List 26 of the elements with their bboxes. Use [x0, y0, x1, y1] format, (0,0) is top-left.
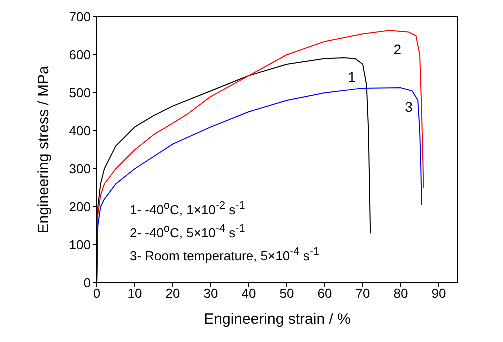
x-tick-label: 10: [128, 286, 142, 302]
x-tick-label: 50: [280, 286, 294, 302]
x-tick-label: 90: [432, 286, 446, 302]
y-axis-title: Engineering stress / MPa: [35, 66, 52, 234]
y-tick-label: 700: [69, 10, 91, 25]
y-tick-label: 0: [84, 276, 91, 291]
annotation: 3- Room temperature, 5×10$^{-4}$ s$^{-1}$: [130, 246, 320, 264]
x-tick-label: 20: [166, 286, 180, 302]
x-tick-label: 70: [356, 286, 370, 302]
x-tick-label: 0: [93, 286, 101, 302]
x-tick-label: 30: [204, 286, 218, 302]
x-tick-label: 60: [318, 286, 332, 302]
y-tick-label: 100: [69, 238, 91, 253]
x-tick-label: 80: [394, 286, 408, 302]
annotation: 2- -40$^{o}$C, 5×10$^{-4}$ s$^{-1}$: [130, 223, 246, 240]
y-tick-label: 300: [69, 162, 91, 177]
y-tick-label: 500: [69, 86, 91, 101]
x-axis-title: Engineering strain / %: [204, 311, 351, 328]
y-tick-label: 400: [69, 124, 91, 139]
annotation: 1- -40$^{o}$C, 1×10$^{-2}$ s$^{-1}$: [130, 200, 246, 218]
series-label: 1: [348, 69, 356, 86]
x-tick-label: 40: [242, 286, 256, 302]
y-tick-label: 600: [69, 48, 91, 63]
series-label: 3: [405, 99, 414, 116]
y-tick-label: 200: [69, 200, 91, 215]
series-label: 2: [394, 42, 402, 58]
